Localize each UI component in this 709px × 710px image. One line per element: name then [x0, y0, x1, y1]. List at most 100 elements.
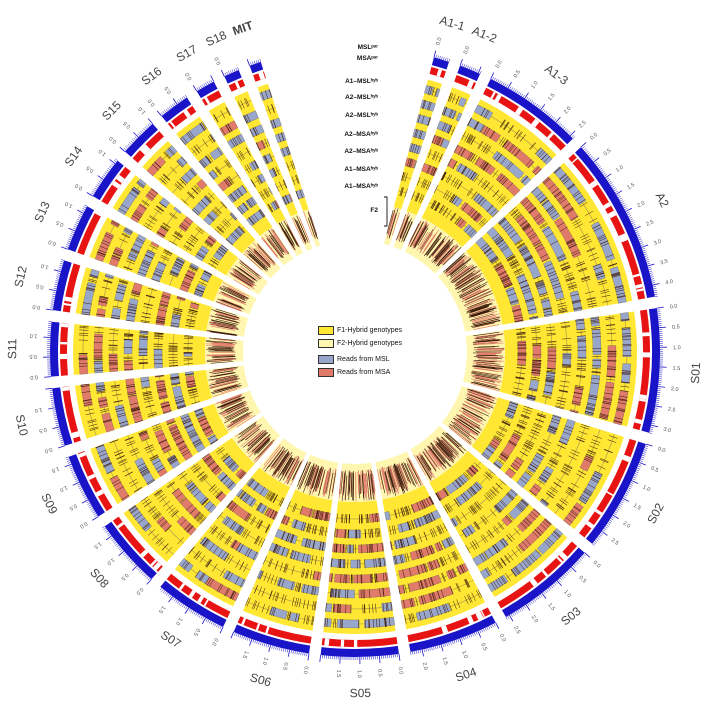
snp-mark — [498, 270, 507, 276]
f2-mark — [458, 409, 480, 422]
snp-mark — [479, 124, 485, 133]
tick — [557, 121, 560, 124]
snp-mark — [291, 534, 295, 544]
snp-mark — [140, 496, 149, 502]
f2-mark — [412, 220, 427, 246]
snp-mark — [434, 87, 438, 97]
f2-mark — [423, 235, 436, 253]
snp-mark — [559, 261, 569, 266]
snp-mark — [545, 379, 555, 381]
snp-mark — [567, 242, 577, 247]
tick — [651, 421, 655, 423]
snp-mark — [432, 527, 438, 537]
snp-mark — [563, 272, 573, 276]
snp-mark — [267, 573, 271, 583]
snp-mark — [532, 166, 540, 174]
snp-mark — [520, 414, 530, 419]
snp-mark — [591, 328, 601, 331]
f2-mark — [421, 454, 432, 470]
snp-mark — [130, 508, 139, 515]
snp-mark — [214, 490, 222, 498]
snp-mark — [399, 539, 403, 549]
f2-mark — [470, 321, 494, 327]
snp-mark — [516, 364, 526, 366]
snp-mark — [510, 261, 519, 267]
snp-mark — [437, 525, 442, 535]
snp-mark — [484, 248, 492, 255]
snp-mark — [561, 266, 571, 271]
snp-mark — [534, 455, 543, 461]
tick — [619, 199, 623, 202]
snp-mark — [300, 521, 304, 531]
snp-mark — [201, 476, 209, 483]
snp-mark — [370, 573, 372, 583]
snp-mark — [621, 372, 631, 374]
snp-mark — [333, 588, 335, 598]
snp-mark — [487, 185, 494, 193]
f2-mark — [411, 221, 425, 245]
ring-gap — [632, 273, 640, 278]
snp-mark — [469, 506, 476, 515]
snp-mark — [536, 283, 545, 288]
f2-mark — [408, 457, 421, 483]
f2-mark — [431, 446, 446, 463]
f2-mark — [291, 462, 302, 481]
snp-mark — [486, 471, 494, 478]
snp-mark — [302, 522, 306, 532]
snp-mark — [128, 505, 137, 511]
snp-mark — [446, 209, 452, 218]
snp-mark — [600, 289, 609, 292]
tick — [476, 69, 478, 73]
tick — [554, 118, 557, 122]
snp-mark — [458, 477, 465, 485]
snp-mark — [298, 583, 302, 593]
snp-mark — [486, 447, 494, 454]
snp-mark — [605, 318, 615, 320]
snp-mark — [611, 273, 621, 277]
snp-mark — [597, 280, 607, 284]
snp-mark — [468, 152, 474, 161]
f2-mark — [457, 277, 474, 289]
snp-mark — [339, 543, 341, 553]
snp-mark — [196, 514, 204, 522]
f2-mark — [476, 333, 503, 338]
f2-mark — [419, 233, 433, 253]
f2-mark — [306, 464, 315, 487]
snp-mark — [525, 440, 534, 446]
snp-mark — [591, 477, 600, 483]
snp-mark — [406, 537, 410, 547]
snp-mark — [253, 600, 258, 610]
snp-mark — [255, 536, 261, 545]
snp-mark — [525, 159, 533, 167]
snp-mark — [503, 283, 513, 288]
snp-mark — [501, 421, 511, 426]
snp-mark — [523, 408, 532, 412]
snp-mark — [283, 563, 287, 573]
snp-mark — [558, 257, 567, 262]
snp-mark — [507, 407, 517, 412]
snp-mark — [613, 419, 623, 423]
snp-mark — [516, 504, 524, 512]
f2-mark — [442, 431, 460, 448]
snp-mark — [585, 455, 594, 460]
f2-mark — [473, 367, 499, 373]
snp-mark — [545, 267, 555, 272]
tick — [561, 125, 564, 128]
snp-mark — [411, 504, 415, 513]
f2-mark — [287, 460, 300, 485]
snp-mark — [311, 601, 314, 611]
snp-mark — [313, 525, 317, 535]
snp-mark — [474, 521, 481, 530]
snp-mark — [316, 571, 319, 581]
snp-mark — [414, 192, 419, 202]
snp-mark — [411, 143, 415, 153]
snp-mark — [537, 194, 545, 201]
snp-mark — [240, 492, 247, 500]
snp-mark — [418, 533, 423, 543]
snp-mark — [231, 540, 237, 549]
snp-mark — [228, 502, 236, 510]
snp-mark — [549, 459, 558, 465]
f2-mark — [427, 445, 443, 465]
snp-mark — [322, 526, 325, 536]
tick — [522, 94, 525, 98]
